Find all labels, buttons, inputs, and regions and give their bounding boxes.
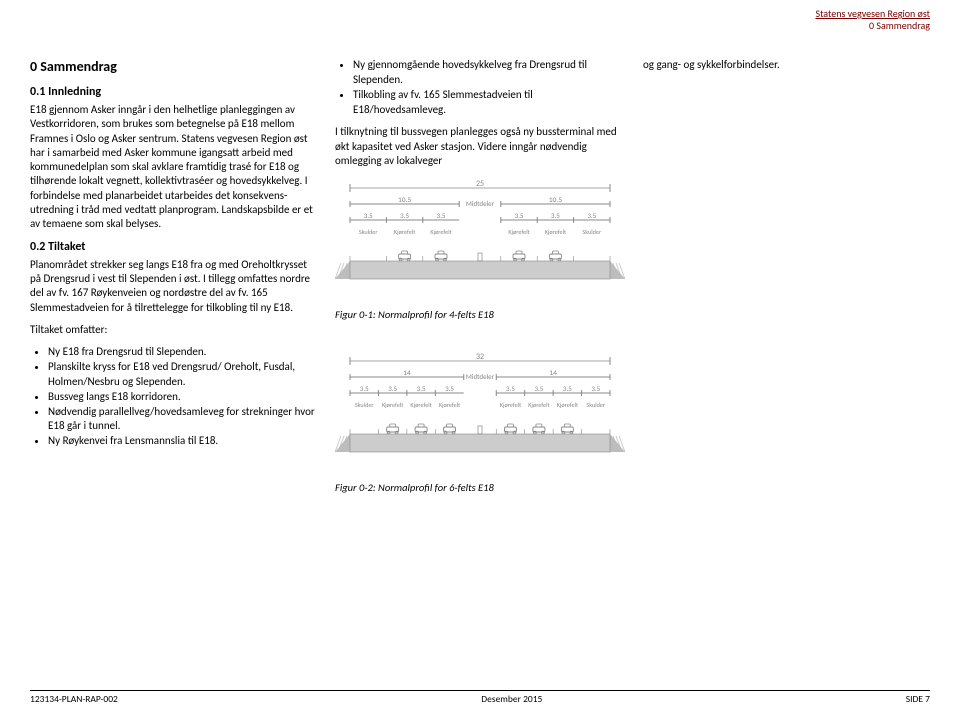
svg-text:Kjørefelt: Kjørefelt <box>557 401 578 409</box>
column-1: 0 Sammendrag 0.1 Innledning E18 gjennom … <box>30 58 317 498</box>
svg-text:10.5: 10.5 <box>398 196 411 205</box>
svg-text:Skulder: Skulder <box>586 401 606 409</box>
svg-text:Kjørefelt: Kjørefelt <box>508 228 529 236</box>
svg-text:Skulder: Skulder <box>359 228 379 236</box>
para-03: Tiltaket omfatter: <box>30 323 317 337</box>
figure-2-caption: Figur 0-2: Normalprofil for 6-felts E18 <box>335 481 625 494</box>
svg-text:Kjørefelt: Kjørefelt <box>410 401 431 409</box>
svg-text:32: 32 <box>476 352 484 362</box>
section-title: 0 Sammendrag <box>30 58 317 75</box>
header-line2: 0 Sammendrag <box>815 20 930 32</box>
footer-left: 123134-PLAN-RAP-002 <box>30 693 118 705</box>
svg-text:Kjørefelt: Kjørefelt <box>382 401 403 409</box>
svg-text:3.5: 3.5 <box>506 384 515 393</box>
footer-right: SIDE 7 <box>906 693 930 705</box>
figure-1-caption: Figur 0-1: Normalprofil for 4-felts E18 <box>335 308 625 321</box>
bullet-list-1: Ny E18 fra Drengsrud til Slependen. Plan… <box>30 345 317 449</box>
svg-text:Kjørefelt: Kjørefelt <box>500 401 521 409</box>
svg-text:Skulder: Skulder <box>582 228 602 236</box>
svg-text:3.5: 3.5 <box>437 211 446 220</box>
list-item: Ny E18 fra Drengsrud til Slependen. <box>48 345 317 360</box>
para-01: E18 gjennom Asker inngår i den helhetlig… <box>30 103 317 232</box>
list-item: Planskilte kryss for E18 ved Drengsrud/ … <box>48 360 317 390</box>
figure-1: 25 10.5 Midtdeler 10.5 3.5 3.5 3.5 3.5 3.5 3.5 Sku… <box>335 176 625 321</box>
svg-text:Kjørefelt: Kjørefelt <box>430 228 451 236</box>
svg-text:25: 25 <box>476 179 484 189</box>
footer-center: Desember 2015 <box>481 693 542 705</box>
svg-text:3.5: 3.5 <box>551 211 560 220</box>
para-04: I tilknytning til bussvegen planlegges o… <box>335 125 625 168</box>
page-header: Statens vegvesen Region øst 0 Sammendrag <box>815 8 930 32</box>
subsection-02: 0.2 Tiltaket <box>30 240 317 254</box>
figure-2: 32 14 Midtdeler 14 3.5 3.5 3.5 3.5 3.5 3.5 3.5 3.5 S… <box>335 349 625 494</box>
svg-text:3.5: 3.5 <box>591 384 600 393</box>
svg-text:3.5: 3.5 <box>563 384 572 393</box>
column-3: og gang- og sykkelforbindelser. <box>643 58 930 498</box>
subsection-01: 0.1 Innledning <box>30 85 317 99</box>
list-item: Ny Røykenvei fra Lensmannslia til E18. <box>48 434 317 449</box>
list-item: Bussveg langs E18 korridoren. <box>48 390 317 405</box>
list-item: Ny gjennomgående hovedsykkelveg fra Dren… <box>353 58 625 88</box>
svg-text:Midtdeler: Midtdeler <box>466 199 495 208</box>
svg-text:3.5: 3.5 <box>364 211 373 220</box>
content-columns: 0 Sammendrag 0.1 Innledning E18 gjennom … <box>30 58 930 498</box>
svg-text:Kjørefelt: Kjørefelt <box>545 228 566 236</box>
svg-text:3.5: 3.5 <box>360 384 369 393</box>
svg-text:Kjørefelt: Kjørefelt <box>528 401 549 409</box>
svg-text:Midtdeler: Midtdeler <box>466 372 495 381</box>
svg-text:14: 14 <box>549 369 557 378</box>
svg-text:3.5: 3.5 <box>534 384 543 393</box>
svg-text:3.5: 3.5 <box>515 211 524 220</box>
para-02: Planområdet strekker seg langs E18 fra o… <box>30 258 317 315</box>
bullet-list-2: Ny gjennomgående hovedsykkelveg fra Dren… <box>335 58 625 117</box>
svg-text:14: 14 <box>403 369 411 378</box>
svg-text:3.5: 3.5 <box>417 384 426 393</box>
column-2: Ny gjennomgående hovedsykkelveg fra Dren… <box>335 58 625 498</box>
list-item: Nødvendig parallellveg/hovedsamleveg for… <box>48 405 317 435</box>
figure-1-svg: 25 10.5 Midtdeler 10.5 3.5 3.5 3.5 3.5 3.5 3.5 Sku… <box>335 176 625 306</box>
list-item: Tilkobling av fv. 165 Slemmestadveien ti… <box>353 88 625 118</box>
svg-text:3.5: 3.5 <box>587 211 596 220</box>
svg-text:Skulder: Skulder <box>355 401 375 409</box>
figure-2-svg: 32 14 Midtdeler 14 3.5 3.5 3.5 3.5 3.5 3.5 3.5 3.5 S… <box>335 349 625 479</box>
svg-text:10.5: 10.5 <box>549 196 562 205</box>
svg-text:Kjørefelt: Kjørefelt <box>394 228 415 236</box>
svg-text:3.5: 3.5 <box>400 211 409 220</box>
svg-text:3.5: 3.5 <box>445 384 454 393</box>
page-footer: 123134-PLAN-RAP-002 Desember 2015 SIDE 7 <box>30 690 930 705</box>
svg-text:Kjørefelt: Kjørefelt <box>439 401 460 409</box>
svg-text:3.5: 3.5 <box>388 384 397 393</box>
para-05: og gang- og sykkelforbindelser. <box>643 58 930 72</box>
